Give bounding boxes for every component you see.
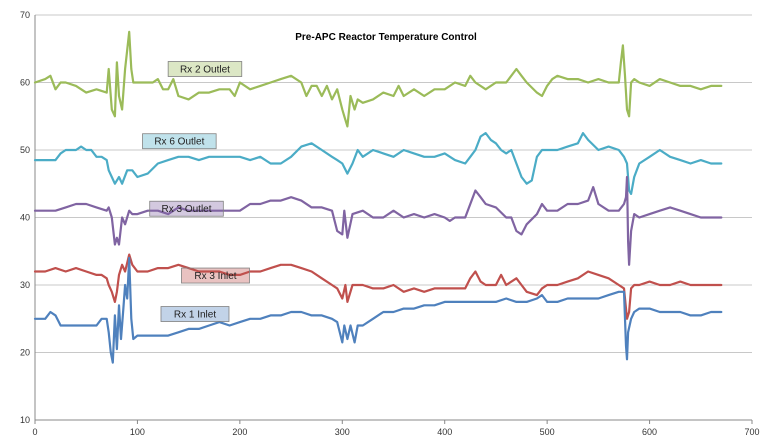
grid-lines bbox=[35, 14, 752, 421]
y-tick-label: 60 bbox=[20, 78, 30, 88]
series-line-rx-3-outlet bbox=[33, 175, 723, 266]
x-tick-label: 0 bbox=[32, 427, 37, 437]
series-line-rx-1-inlet bbox=[33, 256, 723, 364]
series-label-box bbox=[160, 306, 230, 322]
y-tick-label: 40 bbox=[20, 213, 30, 223]
x-tick-label: 100 bbox=[130, 427, 145, 437]
x-tick-label: 500 bbox=[540, 427, 555, 437]
series-label-rx-3-outlet: Rx 3 Outlet bbox=[149, 200, 224, 217]
y-tick-label: 50 bbox=[20, 145, 30, 155]
series-label-box bbox=[142, 133, 217, 150]
series-label-text: Rx 3 Outlet bbox=[162, 204, 212, 215]
y-tick-label: 20 bbox=[20, 348, 30, 358]
x-tick-label: 200 bbox=[232, 427, 247, 437]
series-label-text: Rx 1 Inlet bbox=[174, 310, 216, 321]
series-line-rx-3-inlet bbox=[33, 253, 723, 320]
series-label-text: Rx 6 Outlet bbox=[154, 137, 204, 148]
series-line-rx-2-outlet bbox=[33, 30, 723, 128]
series-line-rx-6-outlet bbox=[33, 132, 723, 195]
y-tick-label: 70 bbox=[20, 10, 30, 20]
series-label-text: Rx 2 Outlet bbox=[180, 65, 230, 76]
x-tick-label: 300 bbox=[335, 427, 350, 437]
series-label-box bbox=[149, 200, 224, 217]
series-label-rx-1-inlet: Rx 1 Inlet bbox=[160, 306, 230, 322]
x-tick-label: 700 bbox=[744, 427, 759, 437]
series-label-text: Rx 3 Inlet bbox=[194, 271, 236, 282]
series-label-rx-3-inlet: Rx 3 Inlet bbox=[181, 267, 250, 284]
series-label-rx-2-outlet: Rx 2 Outlet bbox=[167, 61, 243, 77]
x-tick-label: 600 bbox=[642, 427, 657, 437]
series-label-rx-6-outlet: Rx 6 Outlet bbox=[142, 133, 217, 150]
x-tick-label: 400 bbox=[437, 427, 452, 437]
series-label-box bbox=[167, 61, 243, 77]
chart-title: Pre-APC Reactor Temperature Control bbox=[295, 32, 477, 43]
series-lines bbox=[33, 30, 723, 364]
series-labels: Rx 2 Outlet Rx 6 Outlet Rx 3 Outlet Rx 3 In… bbox=[142, 61, 250, 322]
series-label-box bbox=[181, 267, 250, 284]
y-tick-label: 10 bbox=[20, 415, 30, 425]
y-tick-label: 30 bbox=[20, 280, 30, 290]
